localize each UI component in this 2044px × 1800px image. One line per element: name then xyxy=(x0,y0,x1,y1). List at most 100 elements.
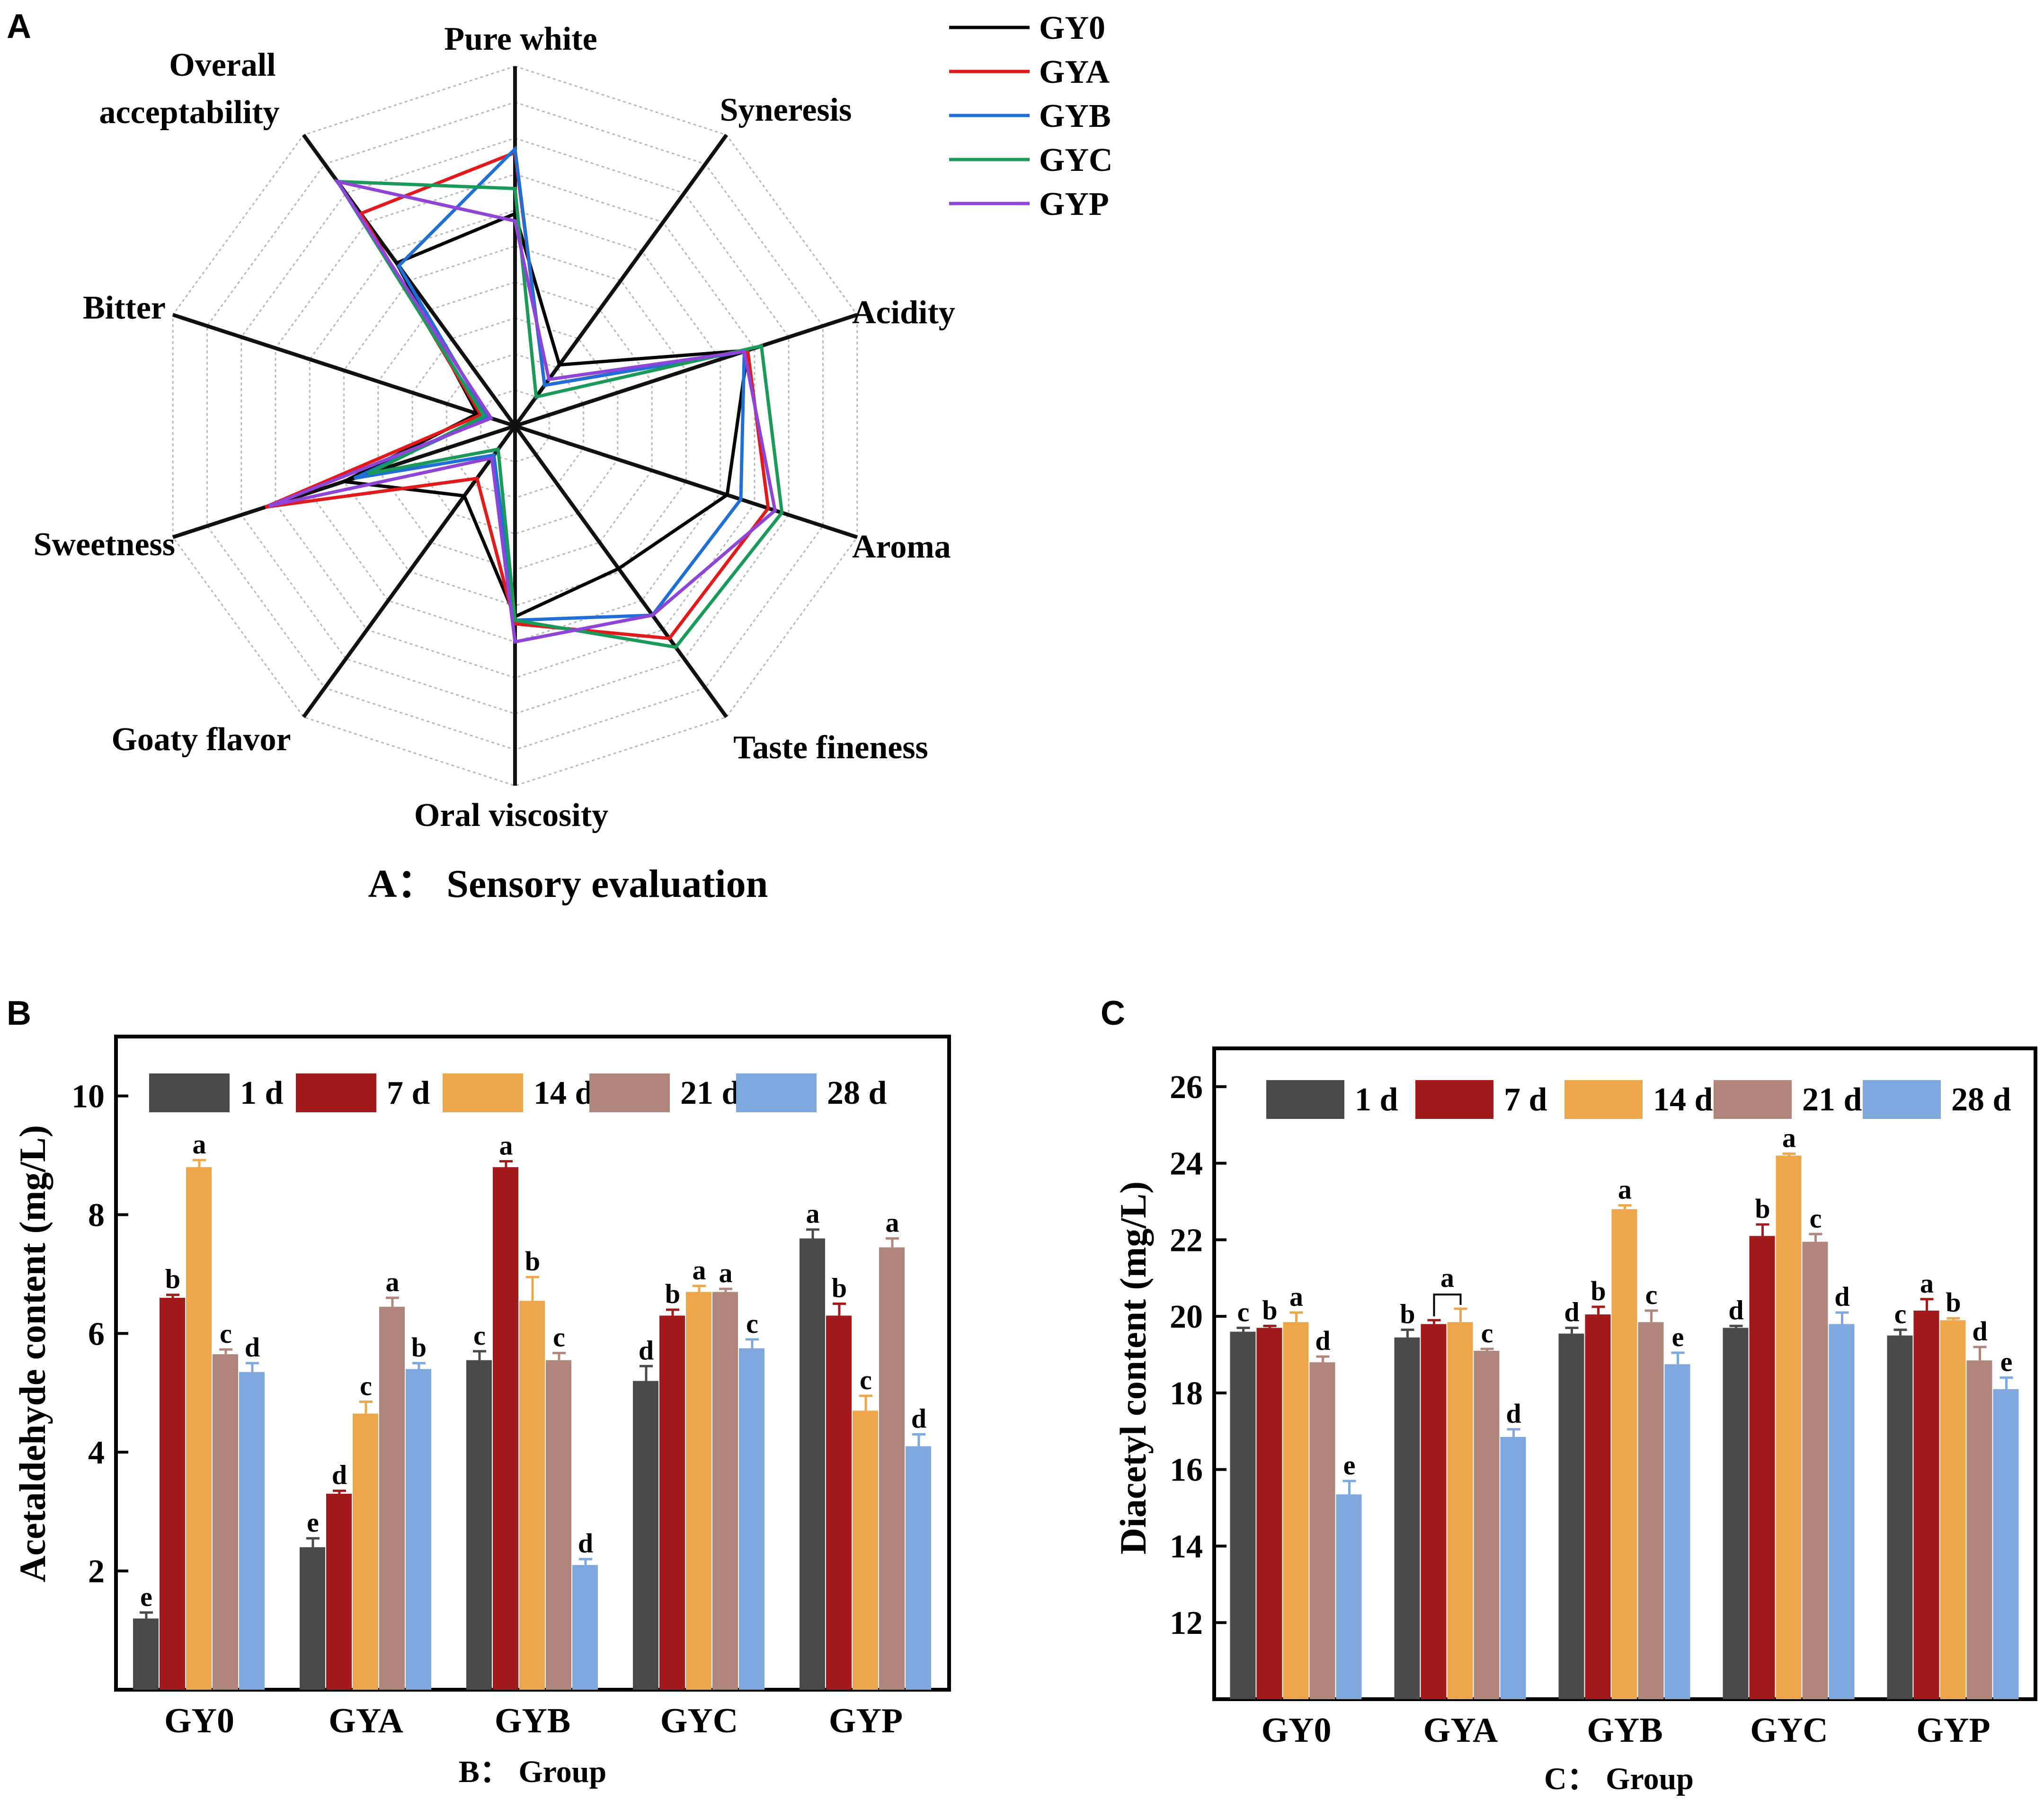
acetaldehyde-sig-letter-gyc-28-d: c xyxy=(746,1308,758,1339)
diacetyl-sig-letter-gyb-28-d: e xyxy=(1672,1321,1684,1352)
acetaldehyde-bar-gy0-21-d xyxy=(213,1354,238,1690)
diacetyl-bar-gyc-1-d xyxy=(1723,1328,1749,1699)
diacetyl-bar-chart: Diacetyl content (mg/L) C： Group 12 14 16 1… xyxy=(1112,1046,2037,1796)
diacetyl-sig-letter-gy0-28-d: e xyxy=(1343,1450,1356,1481)
diacetyl-y-tick-label: 18 xyxy=(1170,1375,1203,1412)
radar-chart: Pure white Syneresis Acidity Aroma Taste… xyxy=(34,10,1113,906)
acetaldehyde-bar-gyb-14-d xyxy=(519,1301,545,1690)
diacetyl-bar-gy0-21-d xyxy=(1309,1362,1335,1699)
diacetyl-bar-gya-21-d xyxy=(1474,1351,1500,1699)
diacetyl-sig-letter-gyc-7-d: b xyxy=(1755,1193,1770,1224)
diacetyl-legend-swatch-1-d xyxy=(1266,1080,1344,1119)
acetaldehyde-sig-letter-gy0-28-d: d xyxy=(245,1332,260,1363)
diacetyl-sig-letter-gyb-21-d: c xyxy=(1645,1279,1658,1310)
acetaldehyde-legend-label-21-d: 21 d xyxy=(680,1075,740,1111)
acetaldehyde-bar-gyc-21-d xyxy=(712,1292,738,1690)
radar-axis-label-goaty-flavor: Goaty flavor xyxy=(111,721,291,758)
acetaldehyde-bar-gyc-1-d xyxy=(633,1381,658,1690)
acetaldehyde-sig-letter-gyp-1-d: a xyxy=(806,1198,820,1229)
diacetyl-sig-letter-gyp-21-d: d xyxy=(1972,1316,1987,1347)
diacetyl-y-tick-label: 12 xyxy=(1170,1605,1203,1641)
acetaldehyde-legend-label-7-d: 7 d xyxy=(387,1075,430,1111)
acetaldehyde-sig-letter-gy0-1-d: e xyxy=(140,1581,152,1612)
diacetyl-bar-gyb-14-d xyxy=(1611,1209,1637,1699)
acetaldehyde-x-tick-label-gyb: GYB xyxy=(495,1702,570,1740)
diacetyl-sig-letter-gyp-28-d: e xyxy=(2000,1347,2013,1377)
acetaldehyde-y-tick-label: 6 xyxy=(88,1316,105,1352)
diacetyl-bar-gy0-7-d xyxy=(1256,1328,1282,1699)
diacetyl-y-tick-label: 24 xyxy=(1170,1146,1203,1182)
diacetyl-y-tick-label: 22 xyxy=(1170,1222,1203,1259)
radar-series-gyp xyxy=(268,179,777,644)
diacetyl-bar-gyc-7-d xyxy=(1749,1236,1775,1699)
acetaldehyde-sig-letter-gya-7-d: d xyxy=(332,1460,347,1490)
diacetyl-x-tick-label-gyb: GYB xyxy=(1587,1711,1662,1750)
diacetyl-sig-letter-gyc-1-d: d xyxy=(1728,1295,1743,1325)
diacetyl-x-tick-label-gyp: GYP xyxy=(1916,1711,1990,1750)
acetaldehyde-legend-label-1-d: 1 d xyxy=(240,1075,284,1111)
diacetyl-bar-gya-1-d xyxy=(1394,1337,1420,1699)
diacetyl-legend-label-14-d: 14 d xyxy=(1653,1082,1713,1118)
acetaldehyde-bar-chart: Acetaldehyde content (mg/L) B： Group 2 4 6… xyxy=(12,1035,951,1789)
radar-axis-label-taste-fineness: Taste fineness xyxy=(733,729,928,766)
acetaldehyde-x-tick-label-gy0: GY0 xyxy=(164,1702,234,1740)
radar-legend-label-gyc: GYC xyxy=(1039,142,1113,178)
diacetyl-legend-swatch-14-d xyxy=(1564,1080,1643,1119)
radar-legend-label-gy0: GY0 xyxy=(1039,10,1105,46)
radar-spoke-acidity xyxy=(514,313,858,428)
acetaldehyde-bar-gyp-7-d xyxy=(826,1315,852,1690)
acetaldehyde-sig-letter-gya-21-d: a xyxy=(386,1267,400,1297)
acetaldehyde-sig-letter-gyp-7-d: b xyxy=(832,1273,847,1303)
acetaldehyde-x-tick-label-gyp: GYP xyxy=(829,1702,903,1740)
acetaldehyde-legend-swatch-7-d xyxy=(296,1073,376,1112)
diacetyl-sig-letter-gy0-1-d: c xyxy=(1237,1296,1250,1327)
radar-spoke-goaty-flavor xyxy=(302,425,517,718)
diacetyl-legend-label-7-d: 7 d xyxy=(1504,1082,1547,1118)
radar-grid-ring xyxy=(343,245,687,607)
diacetyl-bar-gya-14-d xyxy=(1447,1322,1473,1699)
radar-axis-label-oral-viscosity: Oral viscosity xyxy=(414,797,608,833)
acetaldehyde-legend-swatch-28-d xyxy=(736,1073,817,1112)
radar-axis-label-overall-line1: Overall xyxy=(169,47,275,83)
radar-legend: GY0 GYA GYB GYC GYP xyxy=(949,10,1113,222)
radar-legend-label-gyp: GYP xyxy=(1039,186,1109,222)
acetaldehyde-sig-letter-gya-1-d: e xyxy=(307,1507,319,1538)
acetaldehyde-sig-letter-gyc-1-d: d xyxy=(639,1335,654,1366)
diacetyl-bar-gyb-7-d xyxy=(1585,1314,1611,1699)
diacetyl-bar-gy0-1-d xyxy=(1230,1331,1256,1699)
acetaldehyde-bar-gya-14-d xyxy=(353,1413,378,1690)
diacetyl-bar-gyb-1-d xyxy=(1558,1333,1584,1699)
radar-title: A： Sensory evaluation xyxy=(368,862,768,906)
diacetyl-bar-gya-28-d xyxy=(1500,1437,1526,1699)
radar-axis-label-overall-line2: acceptability xyxy=(99,94,279,131)
diacetyl-sig-letter-gyp-7-d: a xyxy=(1920,1268,1934,1299)
diacetyl-legend-label-21-d: 21 d xyxy=(1802,1082,1862,1118)
diacetyl-legend-label-1-d: 1 d xyxy=(1355,1082,1398,1118)
acetaldehyde-bar-gya-1-d xyxy=(300,1547,325,1690)
acetaldehyde-bar-gyp-1-d xyxy=(800,1238,825,1690)
acetaldehyde-legend-swatch-21-d xyxy=(589,1073,670,1112)
acetaldehyde-bar-gyb-28-d xyxy=(572,1565,598,1690)
diacetyl-bar-gy0-14-d xyxy=(1283,1322,1309,1699)
diacetyl-bar-gyb-28-d xyxy=(1664,1364,1690,1699)
diacetyl-x-tick-label-gya: GYA xyxy=(1423,1711,1498,1750)
diacetyl-sig-letter-gy0-14-d: a xyxy=(1289,1281,1303,1312)
acetaldehyde-bar-gyc-14-d xyxy=(686,1292,711,1690)
diacetyl-bar-gy0-28-d xyxy=(1336,1494,1362,1699)
acetaldehyde-sig-letter-gy0-7-d: b xyxy=(165,1264,180,1295)
acetaldehyde-bar-gyc-7-d xyxy=(659,1315,685,1690)
radar-grid-ring xyxy=(172,65,858,787)
acetaldehyde-legend-swatch-1-d xyxy=(149,1073,230,1112)
acetaldehyde-legend-swatch-14-d xyxy=(443,1073,523,1112)
diacetyl-sig-letter-gyb-14-d: a xyxy=(1618,1174,1632,1205)
acetaldehyde-bar-gy0-28-d xyxy=(239,1372,265,1690)
acetaldehyde-bar-gy0-7-d xyxy=(160,1298,185,1690)
diacetyl-sig-letter-gyc-14-d: a xyxy=(1782,1122,1796,1153)
diacetyl-bar-gyc-28-d xyxy=(1829,1324,1855,1699)
diacetyl-y-tick-label: 26 xyxy=(1170,1069,1203,1106)
acetaldehyde-sig-letter-gyp-28-d: d xyxy=(911,1403,926,1434)
diacetyl-sig-letter-gya-21-d: c xyxy=(1481,1318,1493,1348)
diacetyl-bracket-letter: a xyxy=(1440,1262,1454,1293)
radar-axis-label-acidity: Acidity xyxy=(852,294,955,331)
